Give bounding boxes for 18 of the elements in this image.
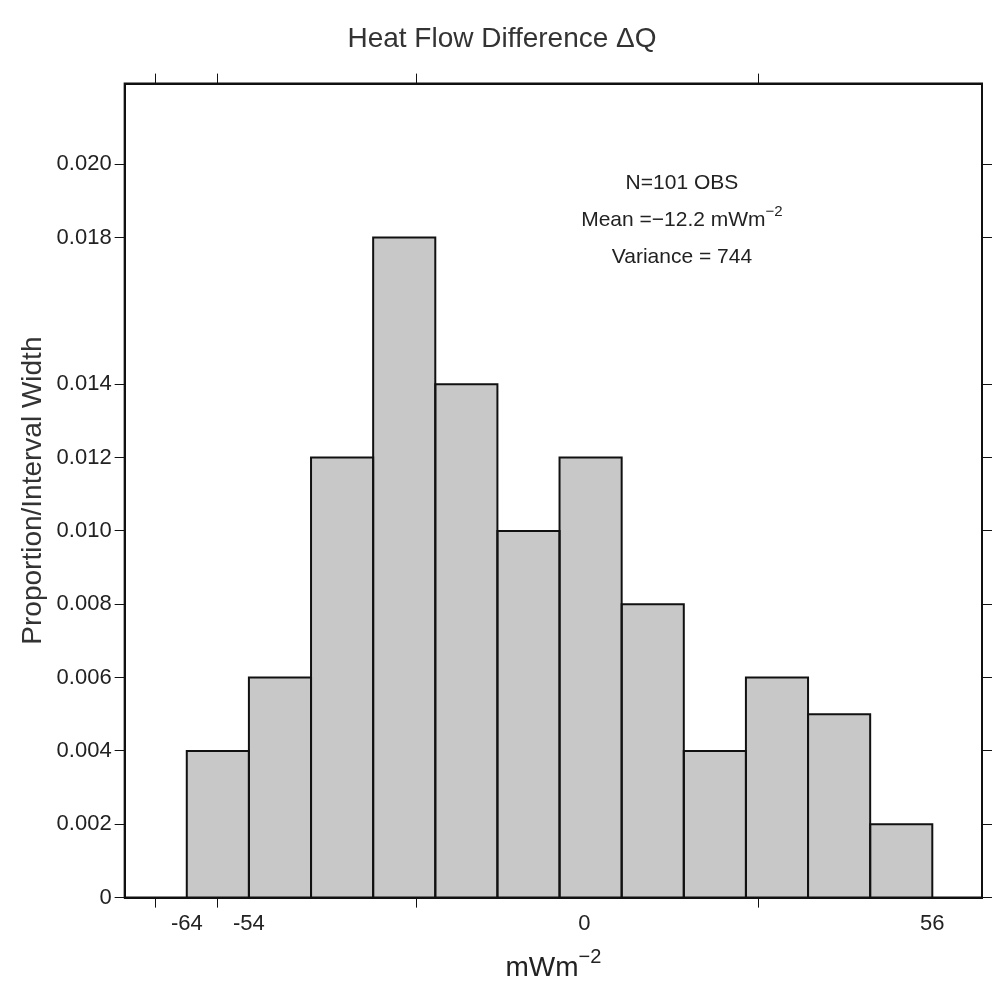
x-tick-label: -54: [233, 909, 265, 935]
y-tick-label: 0.018: [56, 223, 112, 249]
y-tick-label: 0: [99, 883, 112, 909]
y-tick-label: 0.008: [56, 590, 112, 616]
y-tick-label: 0.002: [56, 810, 112, 836]
annotation: N=101 OBS: [625, 169, 739, 193]
y-tick-label: 0.004: [56, 737, 112, 762]
y-tick-label: 0.012: [56, 443, 112, 469]
y-tick-label: 0.020: [56, 150, 112, 176]
y-tick-label: 0.006: [56, 663, 112, 689]
x-tick-label: 0: [578, 909, 591, 935]
x-tick-label: 56: [920, 909, 945, 935]
y-tick-label: 0.010: [56, 517, 112, 542]
annotation: Variance = 744: [611, 243, 753, 267]
chart-title: Heat Flow Difference ΔQ: [347, 21, 657, 53]
y-tick-label: 0.014: [56, 370, 112, 396]
x-tick-label: -64: [170, 909, 203, 935]
y-axis-title: Proportion/Interval Width: [15, 336, 47, 645]
